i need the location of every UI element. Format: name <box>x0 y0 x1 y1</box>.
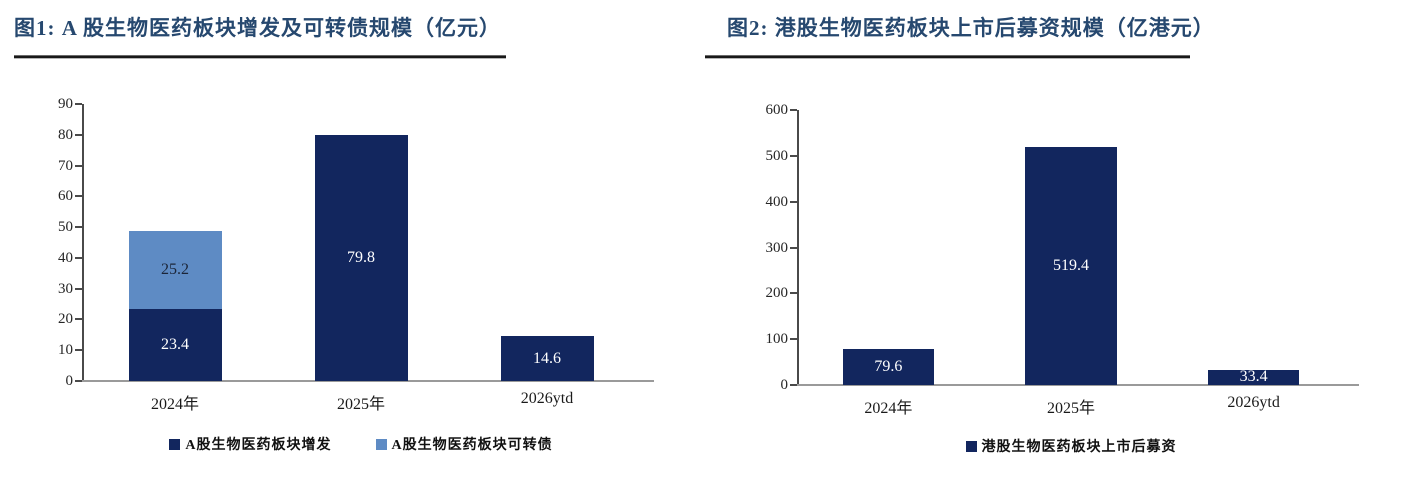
y-axis-tick-label: 30 <box>58 280 73 297</box>
legend-item: 港股生物医药板块上市后募资 <box>965 436 1177 456</box>
y-axis-tick <box>790 246 797 249</box>
legend-swatch <box>965 440 977 452</box>
bar-segment <box>1025 146 1117 385</box>
bar-segment <box>128 231 222 309</box>
bar-segment <box>128 308 222 381</box>
y-axis-tick-label: 40 <box>58 249 73 266</box>
figure-2-title: 图2: 港股生物医药板块上市后募资规模（亿港元） <box>727 16 1215 40</box>
x-axis-line <box>797 384 1359 386</box>
y-axis-tick <box>75 133 82 136</box>
y-axis-tick <box>790 292 797 295</box>
y-axis-line <box>797 110 799 385</box>
bar-value-label: 519.4 <box>1052 256 1089 274</box>
bar-segment <box>1208 369 1300 385</box>
title-rule <box>705 55 1190 59</box>
y-axis-tick <box>790 200 797 203</box>
y-axis-tick <box>75 195 82 198</box>
bar-value-label: 14.6 <box>533 349 561 367</box>
figure-1-title: 图1: A 股生物医药板块增发及可转债规模（亿元） <box>14 16 501 40</box>
legend: A股生物医药板块增发 A股生物医药板块可转债 <box>82 434 640 454</box>
y-axis-tick-label: 0 <box>65 373 74 389</box>
y-axis-tick <box>75 287 82 290</box>
y-axis-tick <box>75 318 82 321</box>
x-axis-category-label: 2025年 <box>1046 400 1095 417</box>
y-axis-tick <box>790 154 797 157</box>
x-axis-category-label: 2024年 <box>864 400 913 417</box>
y-axis-tick-label: 100 <box>765 331 789 348</box>
bar-value-label: 33.4 <box>1239 368 1268 386</box>
bar-segment <box>500 336 594 381</box>
y-axis-tick <box>75 349 82 352</box>
plot-area: 0 10 20 30 40 50 60 70 80 90 2024年 23.4 25.2 2025年 79.… <box>58 96 654 413</box>
bar-segment <box>842 348 934 385</box>
y-axis-tick-label: 20 <box>58 311 73 328</box>
y-axis-tick <box>75 103 82 105</box>
bar-segment <box>314 135 408 381</box>
title-rule <box>14 55 506 59</box>
legend-label: 港股生物医药板块上市后募资 <box>981 440 1177 455</box>
bar-value-label: 25.2 <box>161 261 189 279</box>
bar-value-label: 23.4 <box>161 336 189 353</box>
y-axis-line <box>82 104 84 381</box>
y-axis-tick-label: 500 <box>765 147 789 164</box>
y-axis-tick <box>790 338 797 341</box>
y-axis-tick <box>75 226 82 229</box>
legend-item: A股生物医药板块可转债 <box>375 434 553 454</box>
plot-area: 0 100 200 300 400 500 600 2024年 79.6 2025年 519.4 20… <box>766 102 1359 417</box>
y-axis-tick <box>790 109 797 111</box>
x-axis-line <box>82 380 654 382</box>
x-axis-category-label: 2024年 <box>150 396 199 413</box>
y-axis-tick-label: 10 <box>58 342 73 359</box>
bar-value-label: 79.8 <box>347 249 375 267</box>
y-axis-tick-label: 200 <box>765 285 789 302</box>
legend-label: A股生物医药板块可转债 <box>391 438 553 453</box>
y-axis-tick-label: 600 <box>765 102 789 118</box>
legend-swatch <box>169 438 181 450</box>
x-axis-category-label: 2025年 <box>336 396 385 413</box>
legend-label: A股生物医药板块增发 <box>185 438 332 453</box>
y-axis-tick <box>75 164 82 167</box>
y-axis-tick <box>790 384 797 386</box>
y-axis-tick-label: 0 <box>780 377 789 393</box>
y-axis-tick <box>75 256 82 259</box>
y-axis-tick-label: 80 <box>58 126 73 143</box>
bar-value-label: 79.6 <box>874 357 903 375</box>
y-axis-tick <box>75 380 82 382</box>
y-axis-tick-label: 50 <box>58 219 73 236</box>
x-axis-category-label: 2026ytd <box>1227 394 1280 411</box>
x-axis-category-label: 2026ytd <box>520 390 574 407</box>
y-axis-tick-label: 90 <box>58 96 73 112</box>
y-axis-tick-label: 70 <box>58 157 73 174</box>
y-axis-tick-label: 300 <box>765 239 789 256</box>
legend: 港股生物医药板块上市后募资 <box>797 436 1345 456</box>
legend-swatch <box>375 438 387 450</box>
figure-1: 图1: A 股生物医药板块增发及可转债规模（亿元） 0 10 20 30 40 50 60 7… <box>14 10 674 470</box>
y-axis-tick-label: 400 <box>765 193 789 210</box>
legend-item: A股生物医药板块增发 <box>169 434 331 454</box>
y-axis-tick-label: 60 <box>58 188 73 205</box>
figure-2: 图2: 港股生物医药板块上市后募资规模（亿港元） 0 100 200 300 400 50… <box>705 10 1395 470</box>
